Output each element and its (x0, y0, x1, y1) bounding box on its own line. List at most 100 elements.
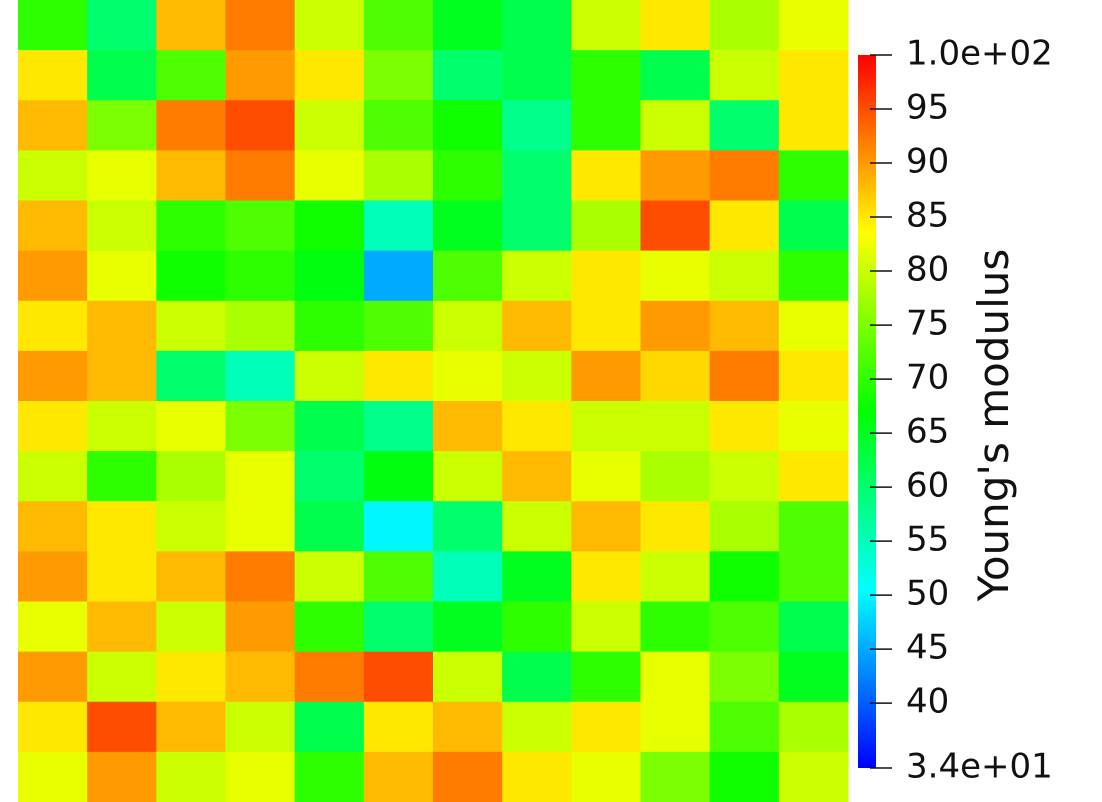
cell (778, 250, 849, 302)
cell (433, 150, 503, 201)
cell (640, 300, 711, 352)
cell (571, 751, 641, 802)
cell (156, 501, 226, 552)
cell (571, 100, 641, 151)
cell (18, 250, 88, 302)
cell (156, 701, 226, 753)
cell (363, 751, 434, 802)
cell (433, 751, 503, 802)
cell (363, 350, 434, 402)
cell (571, 200, 641, 252)
cell (778, 50, 849, 101)
cell (778, 451, 849, 502)
cell (225, 0, 296, 51)
cell (225, 551, 296, 602)
cell (294, 401, 365, 452)
cell (502, 551, 572, 602)
cell (156, 100, 226, 151)
cell (709, 350, 780, 402)
cell (640, 100, 711, 151)
cell (225, 100, 296, 151)
cell (225, 50, 296, 101)
cell (156, 0, 226, 51)
cell (433, 451, 503, 502)
cell (18, 501, 88, 552)
cell (571, 701, 641, 753)
cell (87, 0, 157, 51)
cell (778, 100, 849, 151)
cell (571, 300, 641, 352)
cell (18, 200, 88, 252)
cell (571, 401, 641, 452)
cell (18, 601, 88, 653)
cell (640, 651, 711, 703)
cell (640, 501, 711, 552)
cell (18, 50, 88, 101)
cell (571, 50, 641, 101)
cell (571, 350, 641, 402)
cell (18, 100, 88, 151)
cell (87, 451, 157, 502)
cell (709, 100, 780, 151)
colorbar-title: Young's modulus (969, 249, 1018, 603)
cell (709, 651, 780, 703)
cell (571, 150, 641, 201)
cell (571, 551, 641, 602)
cell (571, 601, 641, 653)
cell (363, 551, 434, 602)
cell (778, 350, 849, 402)
cell (363, 200, 434, 252)
cell (294, 50, 365, 101)
cell (156, 451, 226, 502)
cell (640, 200, 711, 252)
cell (225, 350, 296, 402)
cell (433, 551, 503, 602)
cell (502, 701, 572, 753)
cell (502, 0, 572, 51)
cell (156, 150, 226, 201)
cell (87, 401, 157, 452)
cell (433, 50, 503, 101)
field (18, 0, 849, 802)
cell (294, 300, 365, 352)
cell (87, 300, 157, 352)
cell (502, 401, 572, 452)
cell (363, 250, 434, 302)
cell (18, 451, 88, 502)
cell (294, 250, 365, 302)
cell (709, 150, 780, 201)
cell (294, 601, 365, 653)
cell (502, 350, 572, 402)
cell (709, 300, 780, 352)
cell (571, 250, 641, 302)
cell (502, 300, 572, 352)
cell (709, 701, 780, 753)
cell (571, 501, 641, 552)
cell (640, 150, 711, 201)
cell (18, 701, 88, 753)
cell (87, 701, 157, 753)
cell (294, 0, 365, 51)
cell (156, 751, 226, 802)
colorbar-tick-label: 45 (906, 628, 949, 668)
cell (363, 50, 434, 101)
colorbar-tick-label: 3.4e+01 (906, 747, 1053, 787)
cell (87, 350, 157, 402)
cell (18, 350, 88, 402)
cell (18, 401, 88, 452)
colorbar-tick-label: 55 (906, 520, 949, 560)
cell (709, 250, 780, 302)
cell (778, 501, 849, 552)
cell (571, 0, 641, 51)
cell (225, 701, 296, 753)
cell (709, 551, 780, 602)
cell (433, 100, 503, 151)
cell (294, 551, 365, 602)
cell (709, 601, 780, 653)
cell (87, 501, 157, 552)
cell (709, 200, 780, 252)
cell (709, 501, 780, 552)
cell (87, 250, 157, 302)
